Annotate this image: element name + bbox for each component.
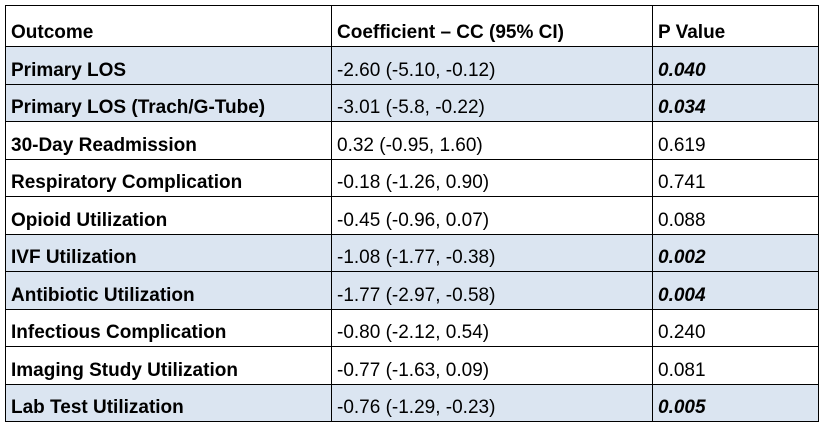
table-row: Respiratory Complication -0.18 (-1.26, 0.… (5, 158, 819, 197)
header-p-value: P Value (652, 5, 819, 47)
coefficient-cell: -0.80 (-2.12, 0.54) (331, 308, 653, 347)
outcome-cell: Infectious Complication (5, 308, 332, 347)
table-row: 30-Day Readmission 0.32 (-0.95, 1.60) 0.61… (5, 121, 819, 160)
header-coefficient: Coefficient – CC (95% CI) (331, 5, 653, 47)
outcome-cell: Imaging Study Utilization (5, 346, 332, 385)
p-value-cell: 0.088 (652, 196, 819, 235)
coefficient-cell: -1.08 (-1.77, -0.38) (331, 233, 653, 272)
coefficient-cell: -1.77 (-2.97, -0.58) (331, 271, 653, 310)
p-value-cell: 0.081 (652, 346, 819, 385)
p-value-cell: 0.619 (652, 121, 819, 160)
table-row: IVF Utilization -1.08 (-1.77, -0.38) 0.002 (5, 233, 819, 272)
coefficient-cell: -2.60 (-5.10, -0.12) (331, 46, 653, 85)
coefficient-cell: -0.45 (-0.96, 0.07) (331, 196, 653, 235)
coefficient-cell: -0.76 (-1.29, -0.23) (331, 383, 653, 422)
p-value-cell: 0.240 (652, 308, 819, 347)
p-value-cell: 0.034 (652, 83, 819, 122)
coefficient-cell: -0.18 (-1.26, 0.90) (331, 158, 653, 197)
p-value-cell: 0.040 (652, 46, 819, 85)
table-row: Infectious Complication -0.80 (-2.12, 0.5… (5, 308, 819, 347)
header-outcome: Outcome (5, 5, 332, 47)
coefficient-cell: -3.01 (-5.8, -0.22) (331, 83, 653, 122)
table-row: Lab Test Utilization -0.76 (-1.29, -0.23)… (5, 383, 819, 422)
p-value-cell: 0.002 (652, 233, 819, 272)
outcome-cell: Opioid Utilization (5, 196, 332, 235)
outcome-cell: Respiratory Complication (5, 158, 332, 197)
table-row: Primary LOS -2.60 (-5.10, -0.12) 0.040 (5, 46, 819, 85)
outcome-cell: Lab Test Utilization (5, 383, 332, 422)
header-row: Outcome Coefficient – CC (95% CI) P Valu… (5, 5, 819, 47)
table-row: Primary LOS (Trach/G-Tube) -3.01 (-5.8, -… (5, 83, 819, 122)
table-body: Primary LOS -2.60 (-5.10, -0.12) 0.040 Prim… (5, 46, 819, 422)
outcome-cell: Primary LOS (Trach/G-Tube) (5, 83, 332, 122)
p-value-cell: 0.005 (652, 383, 819, 422)
outcome-cell: Antibiotic Utilization (5, 271, 332, 310)
outcome-cell: IVF Utilization (5, 233, 332, 272)
coefficient-cell: -0.77 (-1.63, 0.09) (331, 346, 653, 385)
table-row: Imaging Study Utilization -0.77 (-1.63, 0… (5, 346, 819, 385)
results-table: Outcome Coefficient – CC (95% CI) P Valu… (5, 5, 819, 422)
outcome-cell: 30-Day Readmission (5, 121, 332, 160)
p-value-cell: 0.741 (652, 158, 819, 197)
p-value-cell: 0.004 (652, 271, 819, 310)
outcome-cell: Primary LOS (5, 46, 332, 85)
coefficient-cell: 0.32 (-0.95, 1.60) (331, 121, 653, 160)
table-row: Opioid Utilization -0.45 (-0.96, 0.07) 0.0… (5, 196, 819, 235)
table-row: Antibiotic Utilization -1.77 (-2.97, -0.5… (5, 271, 819, 310)
